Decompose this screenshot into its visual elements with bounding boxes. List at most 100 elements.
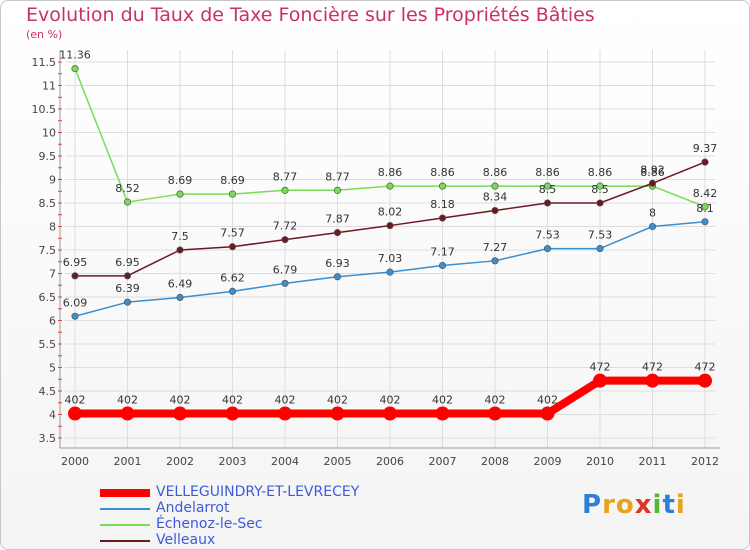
data-point [123, 272, 132, 280]
data-point [333, 273, 342, 281]
x-tick-label: 2011 [639, 455, 667, 468]
x-tick-label: 2001 [114, 455, 142, 468]
data-label: 402 [275, 394, 296, 407]
data-point [540, 406, 555, 421]
x-tick-label: 2012 [691, 455, 719, 468]
data-label: 7.57 [220, 227, 245, 240]
data-point [278, 406, 292, 421]
x-tick-label: 2007 [429, 455, 457, 468]
x-tick-label: 2009 [534, 455, 562, 468]
legend-label: VELLEGUINDRY-ET-LEVRECEY [156, 484, 360, 500]
data-point [281, 186, 289, 194]
data-point [543, 245, 552, 253]
data-label: 8.18 [430, 198, 455, 211]
legend-swatch [100, 524, 150, 526]
y-tick-label: 7 [49, 268, 56, 281]
data-label: 402 [222, 394, 243, 407]
y-tick-label: 3.5 [39, 432, 57, 445]
data-label: 7.5 [171, 230, 189, 243]
legend-label: Andelarrot [156, 500, 230, 516]
data-label: 7.53 [588, 229, 613, 242]
y-tick-label: 6 [49, 315, 56, 328]
x-tick-label: 2002 [166, 455, 194, 468]
proxiti-logo: Proxiti [582, 490, 686, 520]
data-point [701, 158, 709, 166]
data-point [438, 261, 447, 270]
data-point [333, 229, 342, 237]
y-tick-label: 8 [49, 221, 56, 234]
data-label: 8.92 [640, 163, 665, 176]
logo-letter: r [602, 490, 616, 520]
legend-item: Andelarrot [100, 500, 380, 518]
x-tick-label: 2008 [481, 455, 509, 468]
logo-letter: t [662, 490, 676, 520]
data-label: 8.69 [168, 174, 193, 187]
data-point [383, 406, 397, 421]
data-point [71, 65, 79, 73]
legend-swatch [100, 489, 150, 497]
x-tick-label: 2006 [376, 455, 404, 468]
data-label: 402 [170, 394, 191, 407]
y-tick-label: 6.5 [39, 291, 57, 304]
data-point [281, 279, 289, 287]
data-point [488, 406, 502, 421]
data-point [543, 182, 552, 190]
data-point [596, 182, 604, 190]
data-label: 6.95 [115, 256, 140, 269]
data-point [386, 268, 394, 276]
data-label: 6.49 [168, 277, 193, 290]
x-tick-label: 2003 [219, 455, 247, 468]
data-label: 6.09 [63, 296, 88, 309]
data-label: 472 [695, 361, 716, 374]
data-label: 472 [590, 361, 611, 374]
data-point [648, 222, 657, 231]
y-tick-label: 5 [49, 362, 56, 375]
y-tick-label: 4 [49, 409, 56, 422]
data-label: 7.87 [325, 213, 350, 226]
data-point [698, 373, 712, 388]
chart-title: Evolution du Taux de Taxe Foncière sur l… [26, 4, 595, 26]
data-point [176, 190, 184, 198]
grid [65, 50, 715, 448]
data-point [228, 243, 237, 251]
data-label: 6.39 [115, 282, 140, 295]
y-tick-label: 4.5 [39, 385, 57, 398]
data-point [491, 257, 499, 265]
data-point [281, 236, 289, 244]
data-label: 8.42 [693, 187, 718, 200]
y-tick-label: 7.5 [39, 244, 57, 257]
y-tick-label: 5.5 [39, 338, 57, 351]
data-point [593, 373, 607, 388]
y-tick-label: 10.5 [32, 103, 57, 116]
data-label: 472 [642, 361, 663, 374]
data-label: 402 [117, 394, 138, 407]
y-tick-label: 11.5 [32, 56, 57, 69]
data-label: 402 [432, 394, 453, 407]
data-label: 8.86 [640, 166, 665, 179]
logo-letter: o [615, 490, 635, 520]
data-label: 402 [65, 394, 86, 407]
x-tick-label: 2004 [271, 455, 299, 468]
data-label: 8.86 [430, 166, 455, 179]
data-point [596, 245, 604, 253]
data-label: 9.37 [693, 142, 718, 155]
data-point [173, 406, 187, 421]
data-point [225, 406, 240, 421]
data-label: 8 [649, 207, 656, 220]
y-tick-label: 9.5 [39, 150, 57, 163]
legend-swatch [100, 508, 150, 510]
y-tick-label: 11 [42, 80, 56, 93]
y-tick-label: 9 [49, 174, 56, 187]
legend-item: Velleaux [100, 532, 380, 550]
data-label: 6.62 [220, 271, 245, 284]
data-label: 6.79 [273, 263, 298, 276]
data-label: 6.93 [325, 257, 350, 270]
data-label: 8.52 [115, 182, 140, 195]
data-label: 6.95 [63, 256, 88, 269]
legend-label: Échenoz-le-Sec [156, 516, 263, 532]
data-point [435, 406, 450, 421]
data-point [701, 218, 709, 226]
data-label: 8.02 [378, 206, 403, 219]
data-point [123, 298, 132, 306]
